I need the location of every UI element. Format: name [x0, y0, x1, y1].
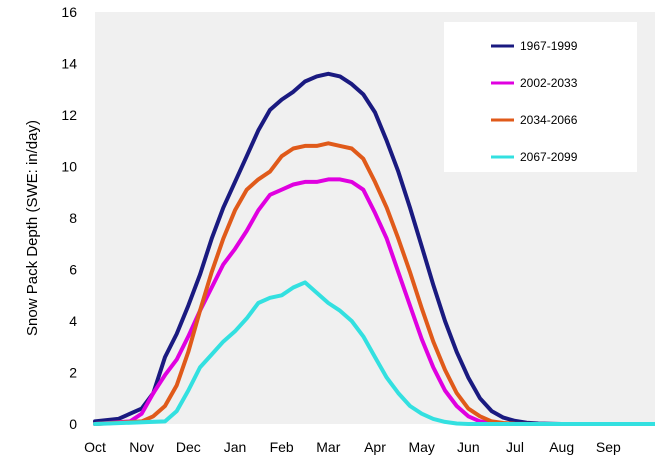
x-tick-label: Oct — [84, 439, 106, 455]
y-axis-label: Snow Pack Depth (SWE: in/day) — [24, 120, 41, 336]
x-tick-label: May — [408, 439, 434, 455]
x-tick-label: Jul — [506, 439, 524, 455]
legend-label: 2034-2066 — [520, 113, 578, 127]
x-tick-label: Aug — [549, 439, 574, 455]
y-tick-label: 8 — [69, 210, 77, 226]
series-line-1967-1999 — [93, 71, 655, 426]
legend-label: 1967-1999 — [520, 39, 578, 53]
x-tick-label: Mar — [316, 439, 340, 455]
x-axis-ticks: Oct Nov Dec Jan Feb Mar Apr May Jun Jul Aug Sep — [84, 439, 621, 455]
y-tick-label: 4 — [69, 313, 77, 329]
x-tick-label: Sep — [596, 439, 621, 455]
y-tick-label: 12 — [61, 107, 77, 123]
series-line-2067-2099 — [93, 280, 655, 426]
series-line-2002-2033 — [93, 177, 655, 426]
x-tick-label: Nov — [129, 439, 154, 455]
x-tick-label: Apr — [364, 439, 386, 455]
y-tick-label: 16 — [61, 4, 77, 20]
series-lines — [93, 71, 655, 426]
y-tick-label: 10 — [61, 159, 77, 175]
x-tick-label: Jun — [457, 439, 480, 455]
x-tick-label: Jan — [224, 439, 247, 455]
y-tick-label: 0 — [69, 416, 77, 432]
x-tick-label: Dec — [176, 439, 201, 455]
legend-label: 2002-2033 — [520, 76, 578, 90]
legend: 1967-1999 2002-2033 2034-2066 2067-2099 — [444, 22, 637, 172]
y-tick-label: 2 — [69, 365, 77, 381]
y-tick-label: 14 — [61, 56, 77, 72]
legend-box — [444, 22, 637, 172]
y-axis-ticks: 0 2 4 6 8 10 12 14 16 — [61, 4, 77, 432]
series-line-2034-2066 — [93, 141, 655, 426]
x-tick-label: Feb — [270, 439, 294, 455]
legend-label: 2067-2099 — [520, 150, 578, 164]
y-tick-label: 6 — [69, 262, 77, 278]
